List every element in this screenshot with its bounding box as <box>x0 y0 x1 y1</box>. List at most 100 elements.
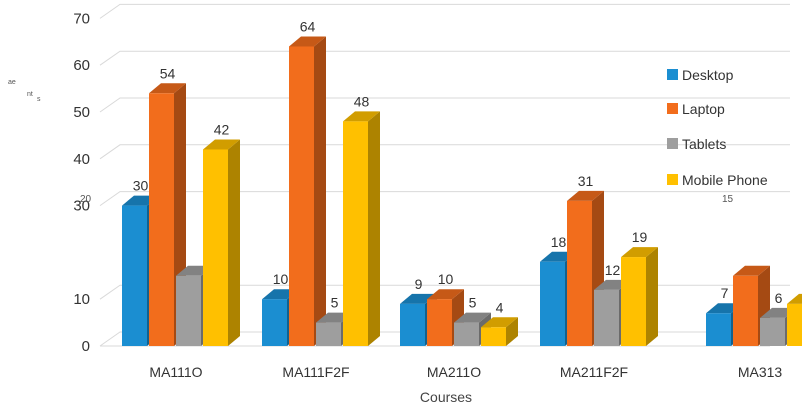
y-axis-title-fragment-1: ae <box>8 79 16 86</box>
legend-swatch <box>667 138 678 149</box>
bar-top-face <box>733 265 770 276</box>
bar-side-face <box>506 317 518 346</box>
legend-item-desktop: Desktop <box>667 67 734 83</box>
bar-mobile-phone-ma111f2f <box>343 111 380 346</box>
stray-label-2: 15 <box>722 194 734 205</box>
bar-front-face <box>594 289 619 346</box>
bar-mobile-phone-ma211f2f <box>621 247 658 346</box>
data-label: 31 <box>578 173 594 189</box>
bar-front-face <box>540 261 565 346</box>
bar-side-face <box>228 139 240 346</box>
gridline-6 <box>99 3 790 19</box>
data-label: 64 <box>300 18 316 34</box>
legend-item-laptop: Laptop <box>667 101 725 117</box>
bar-front-face <box>427 299 452 346</box>
y-axis-title: ae nt s <box>8 79 41 103</box>
bar-mobile-phone-ma111o <box>203 139 240 346</box>
bar-side-face <box>646 247 658 346</box>
x-tick-label: MA211F2F <box>560 364 628 380</box>
bar-front-face <box>760 317 785 346</box>
data-label: 18 <box>551 234 567 250</box>
data-label: 42 <box>214 121 230 137</box>
bar-top-face <box>787 293 802 304</box>
legend-swatch <box>667 103 678 114</box>
bar-mobile-phone-ma211o <box>481 317 518 346</box>
y-tick-label: 50 <box>73 104 90 121</box>
bar-side-face <box>368 111 380 346</box>
gridline-2 <box>99 191 790 207</box>
data-label: 7 <box>721 285 729 301</box>
y-tick-label: 70 <box>73 10 90 27</box>
bar-front-face <box>203 149 228 346</box>
bar-top-face <box>289 36 326 47</box>
bars <box>122 36 802 346</box>
data-label: 54 <box>160 65 176 81</box>
stray-label-1: 20 <box>80 194 92 205</box>
legend-item-mobile-phone: Mobile Phone <box>667 172 768 188</box>
gridline-4 <box>99 97 790 113</box>
bar-front-face <box>343 121 368 346</box>
bar-top-face <box>427 289 464 300</box>
legend: Desktop Laptop Tablets Mobile Phone <box>667 67 768 188</box>
bar-front-face <box>787 303 802 346</box>
data-label: 9 <box>415 276 423 292</box>
y-tick-label: 10 <box>73 291 90 308</box>
bar-front-face <box>289 46 314 346</box>
data-label: 48 <box>354 93 370 109</box>
legend-label: Tablets <box>682 136 726 152</box>
data-label: 10 <box>273 271 289 287</box>
legend-label: Laptop <box>682 101 725 117</box>
x-tick-label: MA111F2F <box>282 364 349 380</box>
bar-top-face <box>567 190 604 201</box>
bar-top-face <box>149 83 186 94</box>
bar-mobile-phone-ma313 <box>787 293 802 346</box>
bar-front-face <box>316 322 341 346</box>
data-label: 30 <box>133 178 149 194</box>
legend-item-tablets: Tablets <box>667 136 726 152</box>
bar-front-face <box>149 93 174 346</box>
legend-swatch <box>667 69 678 80</box>
data-label: 10 <box>438 271 454 287</box>
x-axis: MA111O MA111F2F MA211O MA211F2F MA313 <box>149 364 782 380</box>
data-label: 4 <box>496 299 504 315</box>
x-tick-label: MA111O <box>149 364 202 380</box>
x-tick-label: MA211O <box>427 364 481 380</box>
bar-top-face <box>454 312 491 323</box>
bar-front-face <box>454 322 479 346</box>
bar-top-face <box>481 317 518 328</box>
legend-swatch <box>667 174 678 185</box>
bar-front-face <box>621 257 646 346</box>
bar-front-face <box>176 275 201 346</box>
bar-laptop-ma313 <box>733 265 770 346</box>
y-tick-label: 60 <box>73 57 90 74</box>
bar-front-face <box>481 327 506 346</box>
y-axis-title-fragment-2: nt <box>27 91 33 98</box>
bar-front-face <box>733 275 758 346</box>
data-label: 19 <box>632 229 648 245</box>
x-axis-title: Courses <box>420 389 472 405</box>
bar-top-face <box>343 111 380 122</box>
bar-top-face <box>203 139 240 150</box>
bar-top-face <box>621 247 658 258</box>
bar-side-face <box>314 36 326 346</box>
bar-front-face <box>567 200 592 346</box>
gridline-3 <box>99 144 790 160</box>
bar-front-face <box>706 313 731 346</box>
gridline-5 <box>99 50 790 66</box>
gridlines <box>99 3 790 347</box>
data-label: 6 <box>775 290 783 306</box>
data-labels: 30544210645489105418311219769 <box>133 18 802 315</box>
y-tick-label: 30 <box>73 198 90 215</box>
y-tick-label: 40 <box>73 151 90 168</box>
bar-front-face <box>400 303 425 346</box>
legend-label: Mobile Phone <box>682 172 768 188</box>
x-tick-label: MA313 <box>738 364 783 380</box>
data-label: 5 <box>469 295 477 311</box>
data-label: 5 <box>331 295 339 311</box>
y-axis-title-fragment-3: s <box>37 96 41 103</box>
legend-label: Desktop <box>682 67 734 83</box>
bar-front-face <box>122 205 147 346</box>
bar-front-face <box>262 299 287 346</box>
y-axis: 0 10 30 40 50 60 70 <box>73 10 90 355</box>
